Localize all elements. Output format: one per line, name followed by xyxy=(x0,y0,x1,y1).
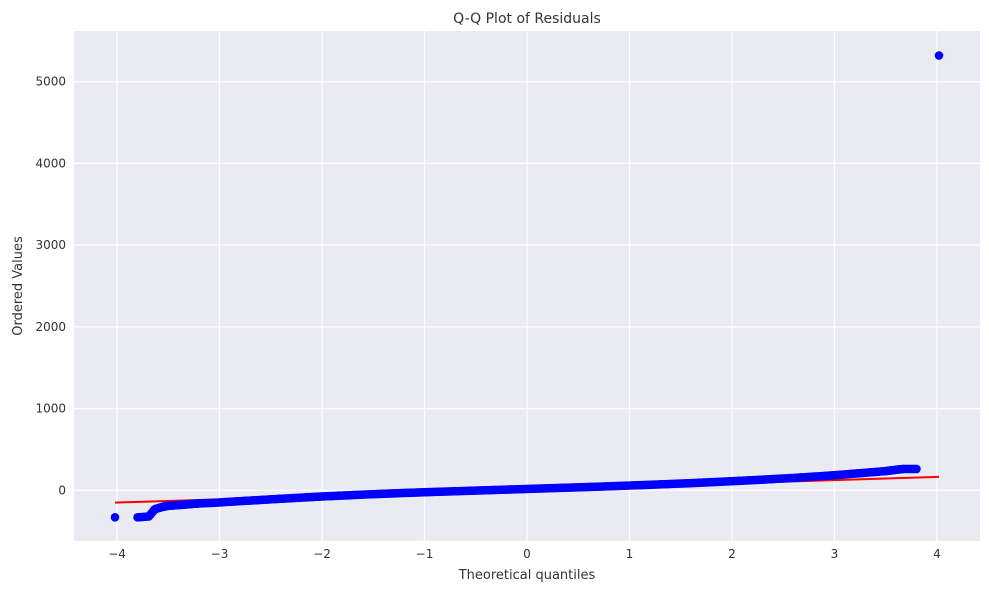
qq-point xyxy=(768,474,778,484)
x-tick-label: −4 xyxy=(108,547,126,561)
qq-point xyxy=(563,483,573,492)
qq-point xyxy=(676,479,686,488)
x-tick-label: 0 xyxy=(523,547,531,561)
x-tick-label: 3 xyxy=(831,547,839,561)
qq-point xyxy=(420,487,429,497)
qq-point xyxy=(584,482,593,492)
qq-point xyxy=(327,491,337,501)
x-tick-label: −3 xyxy=(211,547,229,561)
qq-point xyxy=(934,51,944,60)
qq-point xyxy=(830,470,839,480)
y-tick-label: 3000 xyxy=(35,238,66,252)
qq-point xyxy=(256,495,265,505)
qq-point xyxy=(809,472,819,481)
data-points-layer xyxy=(110,51,944,522)
qq-point xyxy=(789,473,798,483)
x-tick-label: −2 xyxy=(313,547,331,561)
qq-point xyxy=(266,495,276,504)
qq-point xyxy=(696,478,706,487)
qq-point xyxy=(215,498,224,507)
x-axis-title: Theoretical quantiles xyxy=(458,568,596,583)
qq-point xyxy=(899,464,909,474)
qq-point xyxy=(850,469,860,478)
qq-point xyxy=(409,488,419,497)
qq-point xyxy=(461,486,470,496)
qq-point xyxy=(727,476,737,486)
qq-point xyxy=(604,481,614,491)
qq-point xyxy=(286,493,296,503)
qq-point xyxy=(840,470,850,479)
qq-point xyxy=(686,478,696,488)
qq-point xyxy=(758,475,768,484)
qq-point xyxy=(573,483,583,492)
qq-point xyxy=(348,490,358,500)
qq-point xyxy=(368,489,378,499)
qq-point xyxy=(358,490,368,499)
qq-point xyxy=(245,496,255,505)
qq-point xyxy=(543,483,552,493)
qq-point xyxy=(522,484,532,494)
x-tick-label: 2 xyxy=(728,547,736,561)
qq-point xyxy=(307,492,317,502)
qq-point xyxy=(144,512,154,521)
qq-point xyxy=(799,472,809,482)
qq-point xyxy=(912,464,921,474)
qq-point xyxy=(737,476,747,485)
qq-point xyxy=(553,483,563,493)
y-tick-label: 2000 xyxy=(35,320,66,334)
qq-point xyxy=(235,496,245,506)
qq-point xyxy=(860,468,870,478)
qq-point xyxy=(666,479,675,489)
y-axis-title: Ordered Values xyxy=(11,236,26,336)
y-tick-label: 0 xyxy=(58,483,66,497)
qq-point xyxy=(614,481,624,491)
qq-point xyxy=(440,487,450,496)
qq-point xyxy=(204,498,214,508)
qq-point xyxy=(430,487,440,497)
qq-point xyxy=(819,471,829,481)
qq-point xyxy=(635,480,645,490)
qq-point xyxy=(297,493,306,502)
qq-point xyxy=(512,484,522,494)
qq-point xyxy=(707,477,716,487)
qq-point xyxy=(871,467,880,477)
qq-point xyxy=(655,480,665,489)
qq-point xyxy=(133,512,142,522)
qq-point xyxy=(379,489,388,499)
qq-point xyxy=(532,484,542,493)
y-tick-label: 1000 xyxy=(35,402,66,416)
qq-point xyxy=(502,485,511,494)
qq-point xyxy=(110,512,120,522)
qq-point xyxy=(450,486,460,496)
tick-labels: −4 −3 −2 −1 0 1 2 3 4 0 1000 2000 3000 4000 5000 xyxy=(35,75,940,561)
qq-point xyxy=(625,481,634,490)
qq-point xyxy=(748,475,757,485)
qq-point xyxy=(338,491,347,500)
qq-point xyxy=(471,486,481,495)
qq-point xyxy=(491,485,501,495)
qq-point xyxy=(399,488,409,498)
chart-title: Q-Q Plot of Residuals xyxy=(453,11,601,27)
qq-point xyxy=(276,494,286,504)
qq-point xyxy=(594,482,604,491)
x-tick-label: −1 xyxy=(416,547,434,561)
qq-point xyxy=(481,485,491,495)
qq-point xyxy=(645,480,655,490)
qq-point xyxy=(225,497,235,507)
x-tick-label: 1 xyxy=(626,547,634,561)
qq-point xyxy=(389,489,399,498)
y-tick-label: 4000 xyxy=(35,156,66,170)
qq-point xyxy=(717,477,727,486)
qq-point xyxy=(194,499,204,508)
qq-point xyxy=(778,474,788,483)
y-tick-label: 5000 xyxy=(35,75,66,89)
x-tick-label: 4 xyxy=(933,547,941,561)
qq-point xyxy=(317,492,327,501)
